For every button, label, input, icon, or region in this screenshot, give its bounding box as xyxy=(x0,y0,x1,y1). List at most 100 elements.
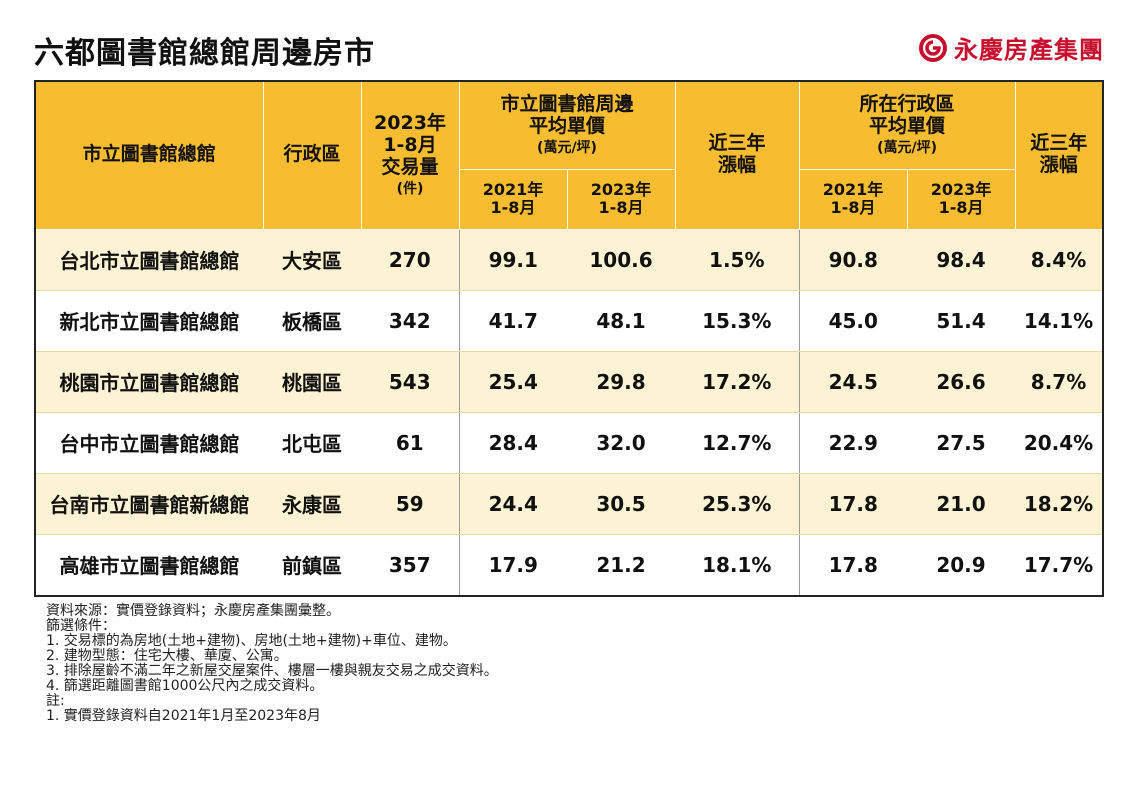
header-nearby-price: 市立圖書館周邊 平均單價 (萬元/坪) xyxy=(458,80,676,170)
header-volume-line2: 1-8月 xyxy=(383,134,437,157)
cell-district-growth: 17.7% xyxy=(1015,534,1104,596)
cell-district-2023: 27.5 xyxy=(907,412,1016,474)
header-nearby-growth: 近三年 漲幅 xyxy=(674,80,800,230)
cell-nearby-growth: 17.2% xyxy=(675,351,800,413)
cell-district-2023: 98.4 xyxy=(907,229,1016,291)
price-table: 市立圖書館總館 行政區 2023年 1-8月 交易量 (件) 市立圖書館周邊 平… xyxy=(34,80,1105,597)
cell-nearby-2023: 30.5 xyxy=(567,473,676,535)
header-nearby-growth-line2: 漲幅 xyxy=(718,154,757,177)
table-row: 台南市立圖書館新總館 永康區 59 24.4 30.5 25.3% 17.8 21.0 18.2… xyxy=(35,473,1104,535)
note-filter-1: 1. 交易標的為房地(土地+建物)、房地(土地+建物)+車位、建物。 xyxy=(46,633,457,649)
header-period: 1-8月 xyxy=(598,198,644,217)
cell-nearby-2021: 17.9 xyxy=(459,534,567,596)
cell-nearby-growth: 25.3% xyxy=(675,473,800,535)
cell-nearby-growth: 1.5% xyxy=(675,229,800,291)
brand-name: 永慶房產集團 xyxy=(954,36,1104,64)
header-nearby-growth-line1: 近三年 xyxy=(708,132,766,155)
header-district-price: 所在行政區 平均單價 (萬元/坪) xyxy=(798,80,1016,170)
header-district-growth-line1: 近三年 xyxy=(1030,132,1088,155)
cell-library: 桃園市立圖書館總館 xyxy=(35,351,263,413)
header-year-2023: 2023年 xyxy=(590,179,652,199)
cell-nearby-2023: 21.2 xyxy=(567,534,676,596)
cell-nearby-2021: 25.4 xyxy=(459,351,567,413)
table-row: 高雄市立圖書館總館 前鎮區 357 17.9 21.2 18.1% 17.8 20.9 17.7… xyxy=(35,534,1104,596)
cell-district-2021: 90.8 xyxy=(799,229,908,291)
cell-volume: 61 xyxy=(361,412,460,474)
header-period: 1-8月 xyxy=(830,198,876,217)
cell-library: 台南市立圖書館新總館 xyxy=(35,473,263,535)
cell-volume: 357 xyxy=(361,534,460,596)
cell-district-2021: 22.9 xyxy=(799,412,908,474)
header-nearby-line1: 市立圖書館周邊 xyxy=(500,93,634,116)
yungching-logo-icon xyxy=(919,33,947,62)
footnotes: 資料來源：實價登錄資料；永慶房產集團彙整。 篩選條件： 1. 交易標的為房地(土… xyxy=(46,604,498,724)
header-district-2021: 2021年 1-8月 xyxy=(798,168,908,230)
cell-volume: 342 xyxy=(361,290,460,352)
cell-district-growth: 8.7% xyxy=(1015,351,1104,413)
header-district-growth-line2: 漲幅 xyxy=(1039,154,1078,177)
header-library: 市立圖書館總館 xyxy=(34,80,264,230)
cell-district: 大安區 xyxy=(263,229,361,291)
cell-nearby-2023: 29.8 xyxy=(567,351,676,413)
cell-district-2021: 17.8 xyxy=(799,473,908,535)
cell-volume: 59 xyxy=(361,473,460,535)
cell-nearby-2023: 100.6 xyxy=(567,229,676,291)
header-volume-line1: 2023年 xyxy=(374,112,446,135)
cell-nearby-2023: 32.0 xyxy=(567,412,676,474)
cell-library: 台北市立圖書館總館 xyxy=(35,229,263,291)
cell-district-2023: 51.4 xyxy=(907,290,1016,352)
header-period: 1-8月 xyxy=(490,198,536,217)
cell-district-2023: 21.0 xyxy=(907,473,1016,535)
header-nearby-line2: 平均單價 xyxy=(529,115,606,138)
cell-nearby-2021: 99.1 xyxy=(459,229,567,291)
header-nearby-2021: 2021年 1-8月 xyxy=(458,168,568,230)
note-filter-heading: 篩選條件： xyxy=(46,618,116,634)
cell-nearby-growth: 12.7% xyxy=(675,412,800,474)
cell-district-growth: 18.2% xyxy=(1015,473,1104,535)
note-source: 資料來源：實價登錄資料；永慶房產集團彙整。 xyxy=(46,603,340,619)
header-year-2021: 2021年 xyxy=(822,179,884,199)
note-remark-1: 1. 實價登錄資料自2021年1月至2023年8月 xyxy=(46,708,321,724)
cell-district-growth: 8.4% xyxy=(1015,229,1104,291)
header-year-2021: 2021年 xyxy=(482,179,544,199)
cell-district-growth: 14.1% xyxy=(1015,290,1104,352)
cell-district-2023: 20.9 xyxy=(907,534,1016,596)
header-district-unit: (萬元/坪) xyxy=(877,140,937,157)
header-district-2023: 2023年 1-8月 xyxy=(906,168,1016,230)
cell-district-2021: 45.0 xyxy=(799,290,908,352)
header-district-line1: 所在行政區 xyxy=(859,93,955,116)
cell-nearby-2021: 28.4 xyxy=(459,412,567,474)
cell-nearby-growth: 18.1% xyxy=(675,534,800,596)
header-period: 1-8月 xyxy=(938,198,984,217)
cell-district: 板橋區 xyxy=(263,290,361,352)
note-remark-heading: 註: xyxy=(46,693,65,709)
header-year-2023: 2023年 xyxy=(930,179,992,199)
cell-district-2021: 24.5 xyxy=(799,351,908,413)
cell-volume: 270 xyxy=(361,229,460,291)
cell-district-2021: 17.8 xyxy=(799,534,908,596)
table-row: 新北市立圖書館總館 板橋區 342 41.7 48.1 15.3% 45.0 51.4 14.1… xyxy=(35,290,1104,352)
header-volume: 2023年 1-8月 交易量 (件) xyxy=(360,80,460,230)
cell-nearby-2021: 41.7 xyxy=(459,290,567,352)
cell-volume: 543 xyxy=(361,351,460,413)
cell-district-2023: 26.6 xyxy=(907,351,1016,413)
cell-district: 永康區 xyxy=(263,473,361,535)
cell-nearby-growth: 15.3% xyxy=(675,290,800,352)
cell-district: 北屯區 xyxy=(263,412,361,474)
header-district-growth: 近三年 漲幅 xyxy=(1014,80,1104,230)
table-row: 台北市立圖書館總館 大安區 270 99.1 100.6 1.5% 90.8 98.4 8.4% xyxy=(35,229,1104,291)
cell-district: 前鎮區 xyxy=(263,534,361,596)
header-volume-unit: (件) xyxy=(396,180,424,197)
header-nearby-2023: 2023年 1-8月 xyxy=(566,168,676,230)
cell-nearby-2023: 48.1 xyxy=(567,290,676,352)
cell-district: 桃園區 xyxy=(263,351,361,413)
cell-library: 高雄市立圖書館總館 xyxy=(35,534,263,596)
cell-nearby-2021: 24.4 xyxy=(459,473,567,535)
table-row: 台中市立圖書館總館 北屯區 61 28.4 32.0 12.7% 22.9 27.5 20.4% xyxy=(35,412,1104,474)
table-row: 桃園市立圖書館總館 桃園區 543 25.4 29.8 17.2% 24.5 26.6 8.7% xyxy=(35,351,1104,413)
cell-district-growth: 20.4% xyxy=(1015,412,1104,474)
note-filter-2: 2. 建物型態：住宅大樓、華廈、公寓。 xyxy=(46,648,288,664)
header-district-line2: 平均單價 xyxy=(869,115,946,138)
note-filter-3: 3. 排除屋齡不滿二年之新屋交屋案件、樓層一樓與親友交易之成交資料。 xyxy=(46,663,498,679)
header-volume-line3: 交易量 xyxy=(381,156,439,179)
